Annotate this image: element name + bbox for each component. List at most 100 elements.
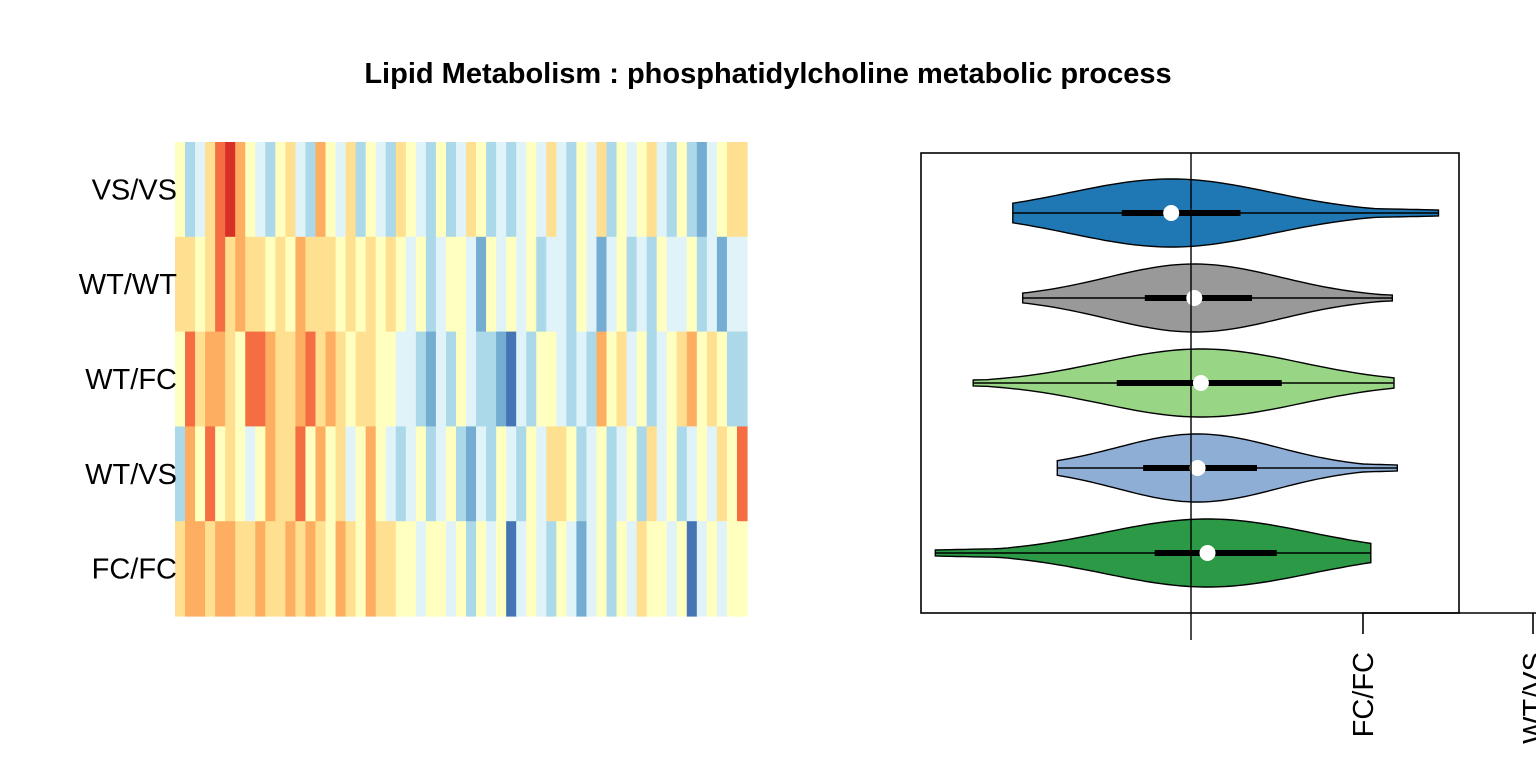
heatmap-cell — [305, 236, 317, 333]
heatmap-cell — [706, 331, 718, 427]
heatmap-cell — [415, 331, 427, 427]
heatmap-cell — [425, 236, 437, 333]
heatmap-cell — [516, 521, 527, 617]
heatmap-cell — [486, 331, 497, 427]
heatmap-cell — [285, 426, 297, 522]
heatmap-cell — [445, 142, 457, 238]
heatmap-cell — [445, 236, 457, 333]
heatmap-cell — [606, 142, 618, 238]
heatmap-cell — [506, 521, 517, 617]
heatmap-cell — [335, 142, 347, 238]
heatmap-cell — [476, 331, 487, 427]
heatmap-cell — [546, 142, 557, 238]
heatmap-cell — [275, 236, 286, 333]
heatmap-cell — [626, 236, 638, 333]
heatmap-cell — [576, 521, 588, 617]
heatmap-cell — [365, 331, 377, 427]
heatmap-cell — [736, 236, 748, 333]
heatmap-cell — [375, 331, 387, 427]
heatmap-cell — [656, 426, 668, 522]
heatmap-cell — [275, 142, 286, 238]
heatmap-cell — [646, 142, 658, 238]
heatmap-cell — [716, 142, 728, 238]
heatmap-cell — [596, 142, 608, 238]
heatmap-cell — [365, 521, 377, 617]
heatmap-cell — [355, 142, 367, 238]
heatmap-row-label: WT/WT — [79, 269, 178, 301]
heatmap-cell — [325, 142, 337, 238]
heatmap-cell — [516, 331, 527, 427]
heatmap-cell — [656, 236, 668, 333]
heatmap-cell — [385, 521, 397, 617]
heatmap-row-label: WT/VS — [85, 459, 177, 491]
heatmap-cell — [706, 142, 718, 238]
heatmap-cell — [275, 521, 286, 617]
heatmap-cell — [235, 236, 246, 333]
heatmap-cell — [686, 426, 698, 522]
heatmap-cell — [646, 521, 658, 617]
heatmap-cell — [445, 331, 457, 427]
heatmap-cell — [496, 426, 507, 522]
heatmap-cell — [305, 521, 317, 617]
violin-median-point — [1192, 375, 1209, 391]
heatmap-cell — [616, 426, 628, 522]
heatmap-cell — [686, 331, 698, 427]
heatmap-cell — [556, 236, 567, 333]
heatmap-cell — [265, 426, 276, 522]
heatmap-cell — [205, 426, 216, 522]
heatmap-cell — [285, 236, 297, 333]
heatmap-cell — [506, 331, 517, 427]
heatmap-cell — [305, 331, 317, 427]
heatmap-cell — [686, 521, 698, 617]
heatmap-cell — [455, 142, 467, 238]
x-axis-tick-label: FC/FC — [1348, 652, 1380, 737]
heatmap-cell — [596, 521, 608, 617]
heatmap-cell — [415, 521, 427, 617]
heatmap-cell — [556, 426, 567, 522]
heatmap-cell — [325, 331, 337, 427]
heatmap-cell — [435, 236, 447, 333]
heatmap-cell — [596, 236, 608, 333]
heatmap-cell — [255, 331, 266, 427]
heatmap-cell — [235, 142, 246, 238]
heatmap-cell — [506, 142, 517, 238]
heatmap-cell — [636, 331, 648, 427]
heatmap-cell — [536, 236, 547, 333]
heatmap-cell — [486, 236, 497, 333]
heatmap-cell — [526, 331, 537, 427]
heatmap-cell — [526, 521, 537, 617]
heatmap-cell — [185, 236, 196, 333]
heatmap-cell — [365, 426, 377, 522]
heatmap-cell — [666, 331, 678, 427]
heatmap-cell — [536, 331, 547, 427]
heatmap-cell — [566, 426, 578, 522]
heatmap-cell — [355, 521, 367, 617]
heatmap-cell — [275, 426, 286, 522]
heatmap-cell — [325, 426, 337, 522]
heatmap-cell — [516, 426, 527, 522]
heatmap-cell — [696, 426, 708, 522]
heatmap-cell — [345, 331, 357, 427]
heatmap-cell — [486, 142, 497, 238]
heatmap-cell — [175, 521, 186, 617]
heatmap-cell — [365, 236, 377, 333]
heatmap-cell — [486, 426, 497, 522]
heatmap-cell — [315, 142, 327, 238]
heatmap-cell — [255, 142, 266, 238]
heatmap-cell — [726, 142, 738, 238]
heatmap-cell — [676, 426, 688, 522]
heatmap-cell — [215, 426, 226, 522]
heatmap-cell — [546, 426, 557, 522]
heatmap-cell — [265, 236, 276, 333]
heatmap-cell — [185, 331, 196, 427]
heatmap-cell — [295, 236, 307, 333]
heatmap-cell — [395, 521, 407, 617]
heatmap-cell — [205, 236, 216, 333]
heatmap-cell — [566, 521, 578, 617]
heatmap-cell — [526, 426, 537, 522]
heatmap-cell — [335, 331, 347, 427]
violin-plot: FC/FC WT/VS — [920, 152, 1536, 744]
heatmap-cell — [466, 521, 477, 617]
heatmap-cell — [686, 142, 698, 238]
heatmap-cell — [486, 521, 497, 617]
